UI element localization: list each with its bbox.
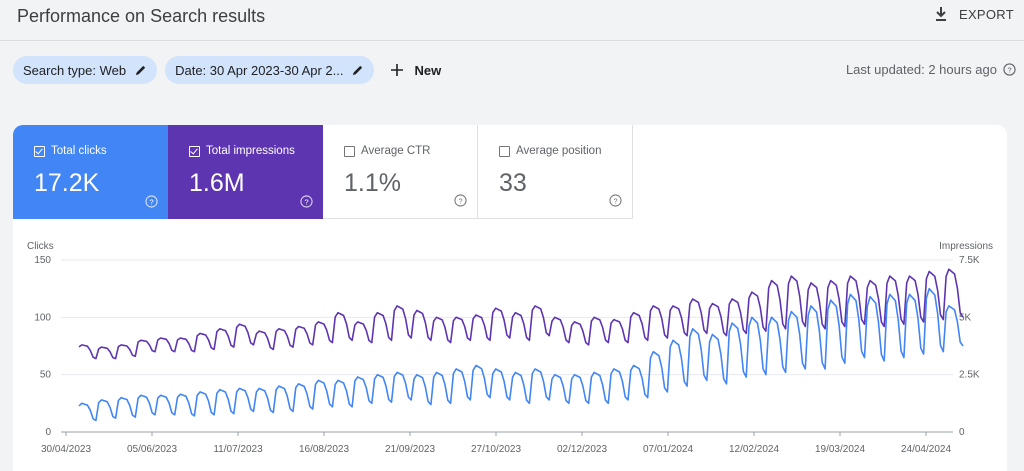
average-ctr-value: 1.1% [344,169,401,197]
svg-text:?: ? [1007,65,1011,74]
metric-tabs: Total clicks 17.2K ? Total impressions 1… [13,125,633,219]
performance-line-chart[interactable]: Clicks Impressions 05010015002.5K5K7.5K … [13,235,1007,471]
total-clicks-label: Total clicks [51,145,107,157]
svg-text:?: ? [149,197,153,206]
help-icon[interactable]: ? [300,195,313,208]
average-position-label-row: Average position [499,145,601,157]
right-axis-tick: 0 [959,427,965,438]
x-axis-tick: 05/06/2023 [127,444,177,455]
left-axis-tick: 50 [40,370,52,381]
help-icon[interactable]: ? [1003,63,1016,76]
x-axis-tick: 24/04/2024 [901,444,951,455]
svg-text:?: ? [458,196,462,205]
x-axis-tick: 16/08/2023 [299,444,349,455]
total-impressions-series-line [78,268,964,360]
checkbox-unchecked-icon[interactable] [344,145,355,157]
total-impressions-label: Total impressions [206,145,295,157]
x-axis-tick: 30/04/2023 [41,444,91,455]
edit-pencil-icon [353,65,363,75]
x-axis-tick: 21/09/2023 [385,444,435,455]
date-range-chip[interactable]: Date: 30 Apr 2023-30 Apr 2... [165,56,375,84]
left-axis-tick: 0 [45,427,51,438]
total-impressions-value: 1.6M [189,169,245,197]
edit-pencil-icon [135,65,146,75]
export-button[interactable]: EXPORT [933,6,1014,22]
x-axis-tick: 02/12/2023 [557,444,607,455]
total-clicks-label-row: Total clicks [34,145,107,157]
average-position-metric[interactable]: Average position 33 ? [478,125,633,219]
total-clicks-series-line [78,287,964,422]
help-icon[interactable]: ? [609,194,622,207]
right-axis-title: Impressions [939,241,993,252]
total-impressions-label-row: Total impressions [189,145,295,157]
performance-card: Total clicks 17.2K ? Total impressions 1… [13,125,1007,471]
x-axis-tick: 07/01/2024 [643,444,693,455]
svg-text:?: ? [613,196,617,205]
page-title: Performance on Search results [17,6,266,26]
x-axis-tick: 12/02/2024 [729,444,779,455]
svg-text:?: ? [304,197,308,206]
search-type-chip[interactable]: Search type: Web [13,56,158,84]
plus-icon [391,64,404,76]
download-icon [935,7,946,21]
search-type-chip-label: Search type: Web [23,62,127,78]
checkbox-checked-icon[interactable] [34,145,45,157]
filter-bar: Search type: Web Date: 30 Apr 2023-30 Ap… [13,56,441,84]
new-filter-label: New [414,62,442,78]
right-axis-tick: 7.5K [959,255,980,266]
average-position-label: Average position [516,145,602,157]
average-ctr-metric[interactable]: Average CTR 1.1% ? [323,125,478,219]
date-range-chip-label: Date: 30 Apr 2023-30 Apr 2... [175,62,344,78]
left-axis-tick: 150 [34,255,51,266]
average-ctr-label-row: Average CTR [344,145,430,157]
checkbox-checked-icon[interactable] [189,145,200,157]
last-updated-text: Last updated: 2 hours ago [845,62,997,77]
total-clicks-value: 17.2K [34,169,100,197]
total-impressions-metric[interactable]: Total impressions 1.6M ? [168,125,323,219]
total-clicks-metric[interactable]: Total clicks 17.2K ? [13,125,168,219]
x-axis-tick: 19/03/2024 [815,444,865,455]
average-position-value: 33 [499,169,527,197]
left-axis-title: Clicks [27,241,54,252]
top-bar: Performance on Search results EXPORT [0,0,1024,41]
right-axis-tick: 5K [959,312,972,323]
right-axis-tick: 2.5K [959,370,980,381]
checkbox-unchecked-icon[interactable] [499,145,510,157]
export-label: EXPORT [958,6,1014,22]
help-icon[interactable]: ? [454,194,467,207]
x-axis-tick: 11/07/2023 [213,444,263,455]
help-icon[interactable]: ? [145,195,158,208]
last-updated: Last updated: 2 hours ago ? [846,62,1016,77]
left-axis-tick: 100 [34,312,51,323]
new-filter-button[interactable]: New [390,63,441,78]
average-ctr-label: Average CTR [361,145,431,157]
x-axis-tick: 27/10/2023 [471,444,521,455]
